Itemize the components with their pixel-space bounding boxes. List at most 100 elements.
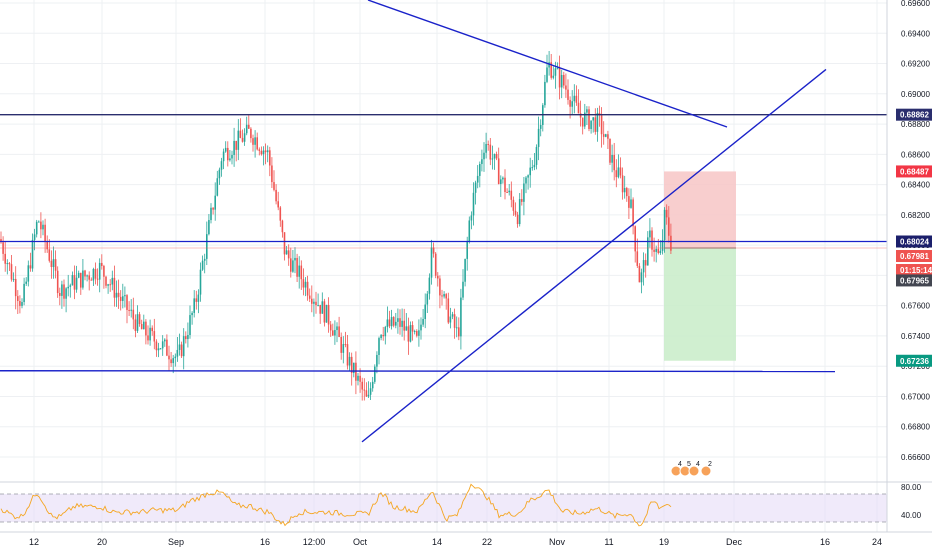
candle-body [4, 253, 6, 264]
candle-body [216, 178, 219, 196]
candle-body [327, 304, 330, 325]
candle-body [655, 248, 657, 252]
candle-body [10, 264, 13, 280]
candle-body [283, 232, 286, 255]
candle-body [180, 344, 183, 357]
candle-body [422, 318, 424, 325]
candle-body [605, 134, 607, 137]
candle-body [500, 179, 502, 185]
take-profit-zone [664, 248, 736, 361]
candle-body [535, 147, 538, 165]
candle-body [529, 167, 531, 176]
candle-body [281, 220, 284, 233]
candle-body [187, 335, 189, 340]
candle-body [302, 279, 305, 288]
candle-body [266, 150, 269, 153]
candle-body [611, 154, 613, 163]
candle-body [92, 268, 95, 281]
candle-body [508, 190, 510, 193]
candle-body [311, 298, 313, 304]
candle-body [493, 154, 496, 159]
event-icon-count: 5 [687, 461, 691, 468]
candle-body [565, 85, 567, 90]
candle-body [277, 201, 279, 208]
candle-body [31, 239, 34, 269]
candle-body [19, 300, 21, 306]
candle-body [407, 326, 410, 342]
y-tick-label: 0.69600 [901, 0, 930, 8]
candle-body [161, 341, 164, 349]
candle-body [90, 279, 93, 281]
candle-body [374, 366, 376, 382]
candle-body [340, 336, 342, 353]
candle-body [390, 317, 393, 327]
candle-body [271, 165, 273, 183]
candle-body [464, 258, 466, 282]
candle-body [153, 331, 156, 342]
y-tick-label: 0.67600 [901, 302, 930, 311]
y-tick-label: 0.69200 [901, 60, 930, 69]
candle-body [21, 302, 23, 306]
candle-body [346, 344, 349, 366]
candle-body [466, 241, 468, 259]
price-badge [896, 165, 932, 178]
candle-body [596, 112, 599, 132]
candle-body [458, 327, 460, 337]
candle-body [525, 177, 527, 184]
candle-body [73, 275, 76, 290]
candle-body [661, 240, 664, 251]
candle-body [628, 196, 630, 208]
candle-body [101, 262, 103, 266]
price-badge [896, 354, 932, 367]
candle-body [40, 221, 42, 230]
candle-body [640, 272, 643, 283]
y-tick-label: 0.68400 [901, 181, 930, 190]
candle-body [189, 315, 191, 336]
candle-body [14, 278, 17, 297]
candle-body [353, 362, 355, 374]
stop-loss-zone [664, 171, 736, 249]
candle-body [350, 356, 353, 374]
candle-body [455, 327, 458, 329]
candle-body [84, 270, 86, 277]
x-tick-label: 14 [432, 537, 442, 547]
x-tick-label: Sep [168, 537, 184, 547]
candle-body [489, 144, 492, 160]
candle-body [602, 134, 605, 137]
drawn-lines[interactable] [0, 0, 887, 443]
candle-body [506, 191, 508, 193]
candle-body [382, 334, 384, 337]
candle-body [437, 275, 439, 279]
candle-body [59, 293, 61, 296]
candle-body [46, 241, 48, 250]
candle-body [607, 134, 609, 139]
candle-body [575, 95, 578, 103]
candle-body [626, 188, 628, 197]
candle-body [203, 258, 206, 261]
candle-body [319, 304, 321, 314]
candle-body [195, 298, 198, 302]
candle-body [199, 269, 202, 295]
candle-body [243, 133, 246, 142]
candle-body [313, 301, 315, 304]
candle-body [521, 199, 523, 202]
candle-body [416, 331, 418, 336]
candle-body [275, 189, 277, 202]
candle-body [439, 278, 441, 296]
candle-body [317, 304, 319, 306]
candle-body [657, 248, 660, 253]
price-badge-label: 0.68862 [900, 111, 929, 120]
x-tick-label: Nov [549, 537, 566, 547]
price-badge-label: 0.67981 [900, 252, 929, 261]
candle-body [380, 334, 382, 339]
candle-body [218, 169, 221, 179]
x-tick-label: 12:00 [303, 537, 326, 547]
candle-body [296, 257, 298, 277]
position-zones [664, 171, 736, 361]
candle-body [325, 304, 328, 323]
candle-body [237, 130, 240, 150]
candle-body [17, 296, 19, 301]
candle-body [357, 375, 359, 381]
